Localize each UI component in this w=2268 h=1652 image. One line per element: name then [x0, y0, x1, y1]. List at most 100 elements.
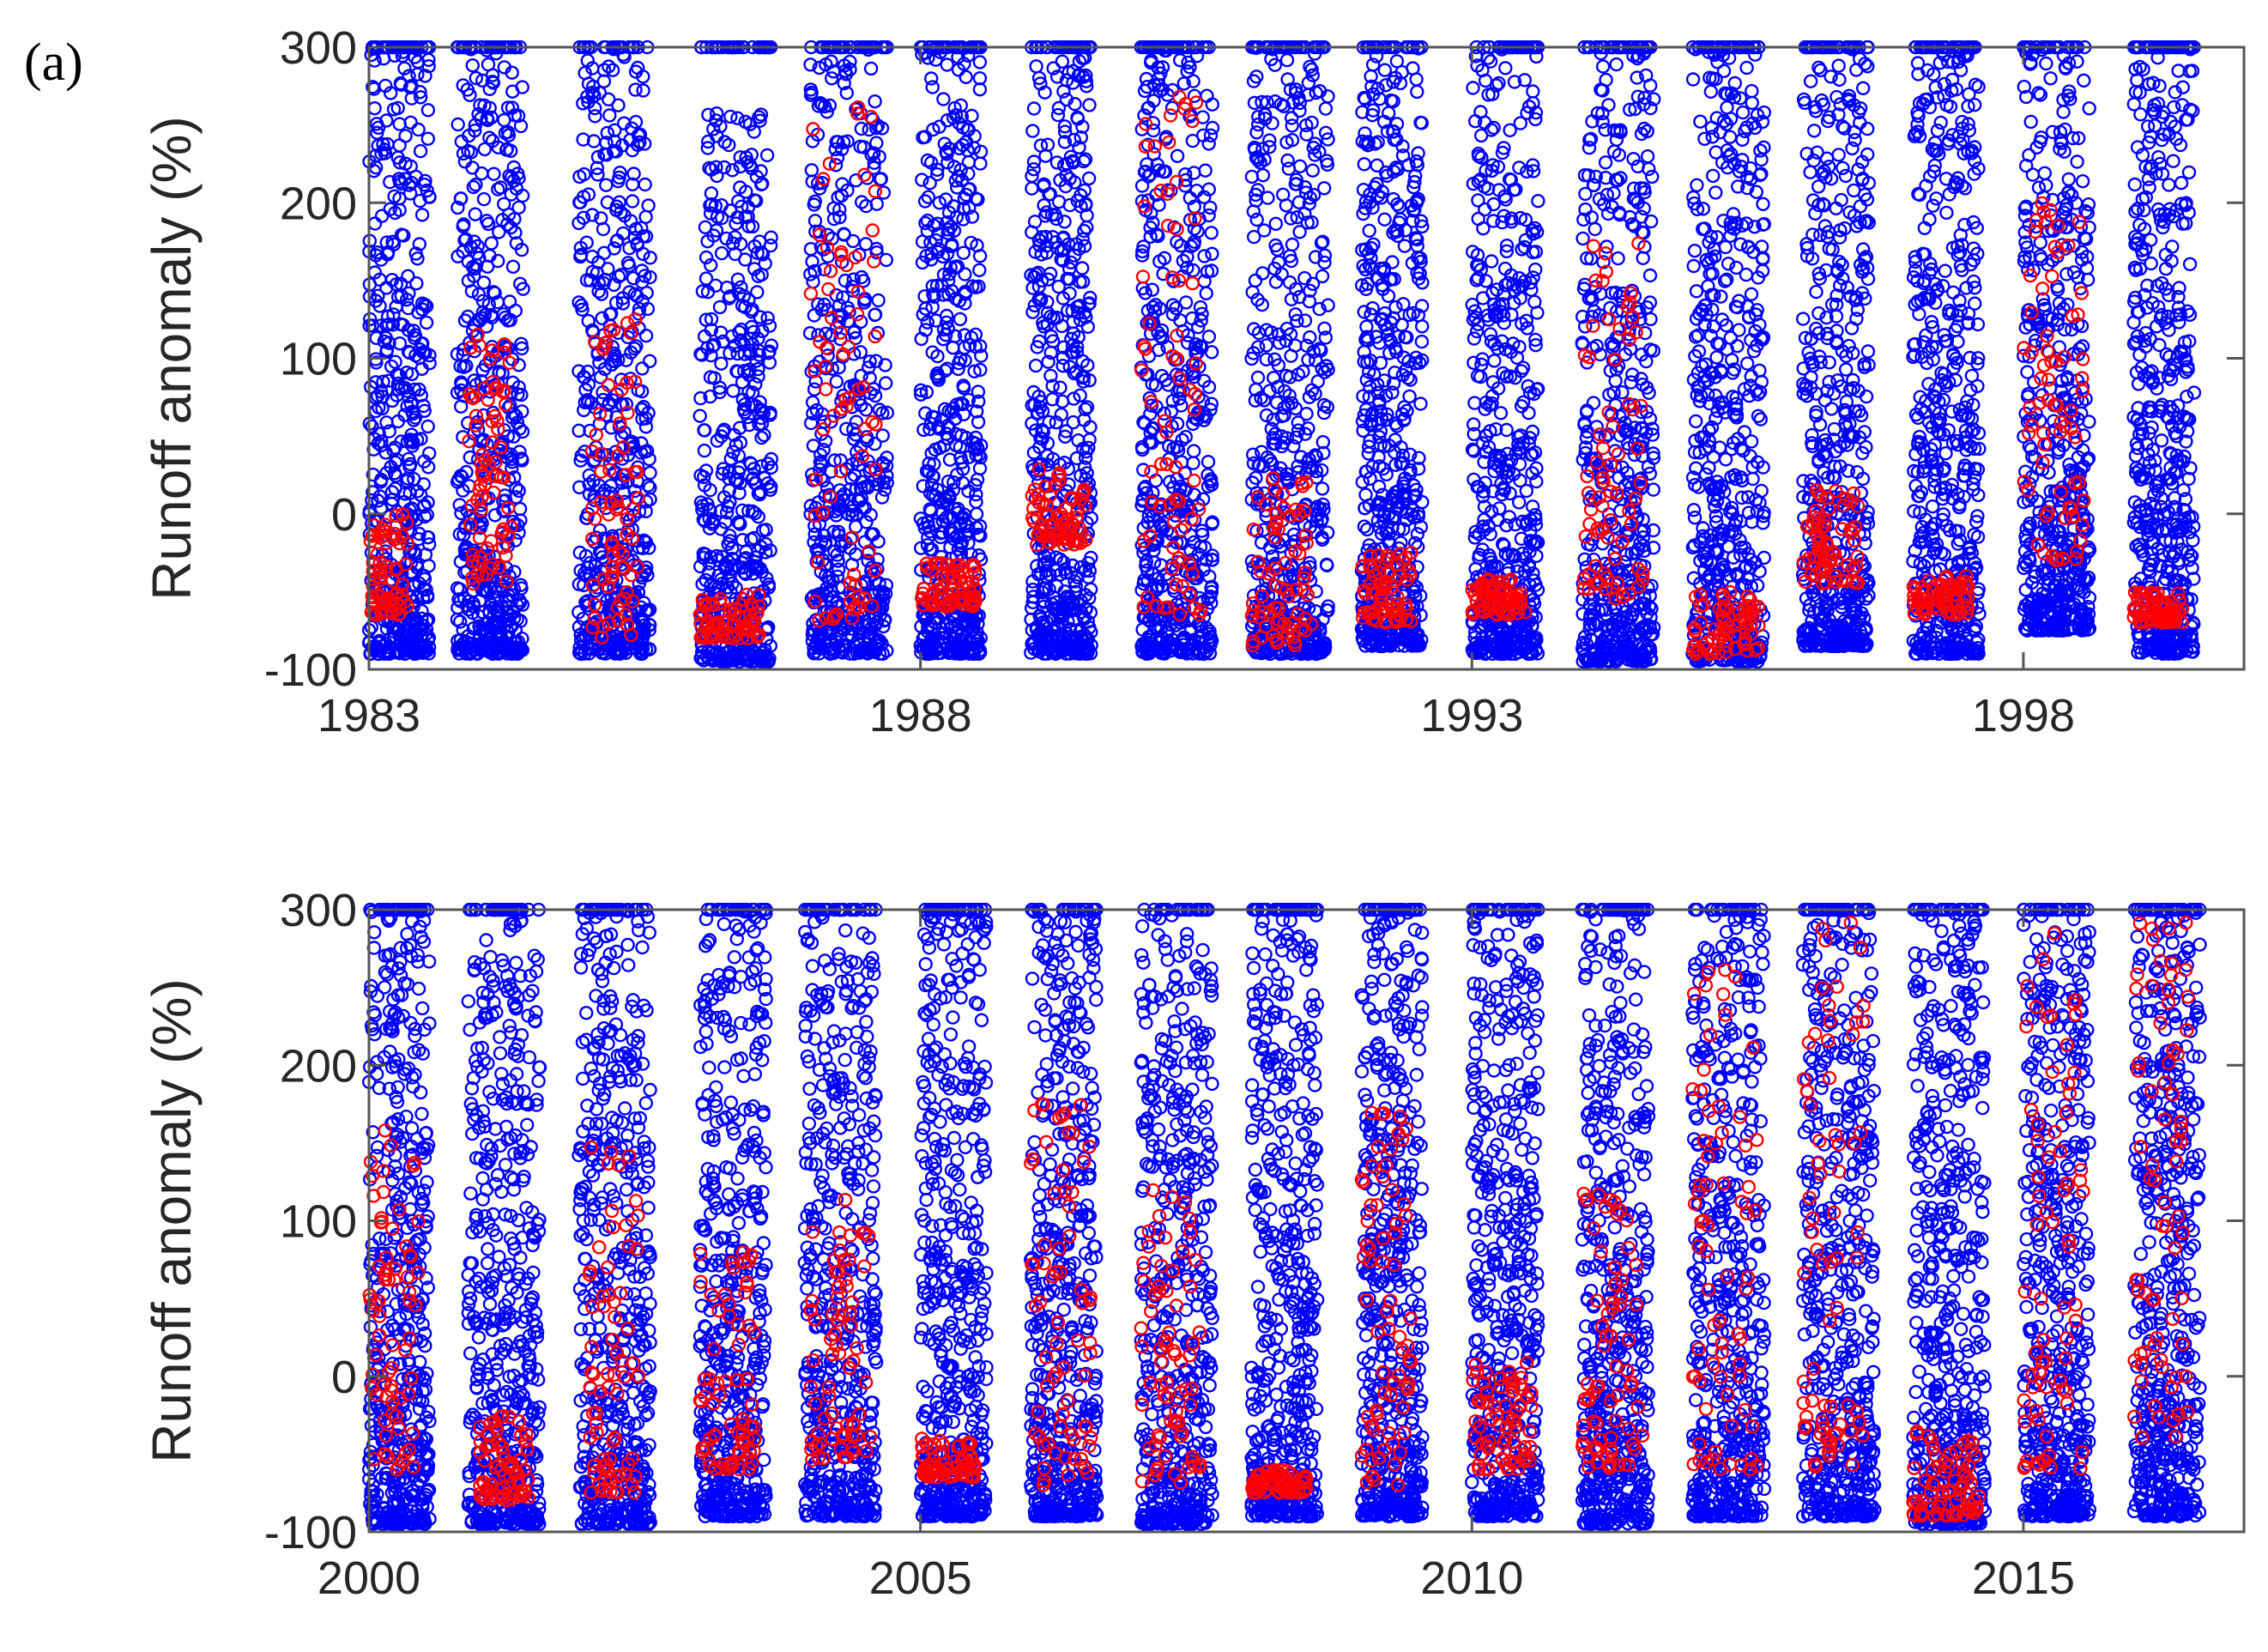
point-blue: [634, 263, 650, 278]
point-blue: [1268, 216, 1284, 231]
point-blue: [602, 92, 616, 107]
point-blue: [578, 646, 592, 661]
point-blue: [723, 651, 737, 666]
point-blue: [487, 166, 501, 181]
point-blue: [635, 645, 650, 660]
point-blue: [878, 376, 893, 390]
point-blue: [1246, 229, 1261, 245]
point-blue: [399, 384, 414, 398]
point-blue: [1377, 212, 1392, 227]
point-blue: [1315, 269, 1330, 284]
point-blue: [643, 251, 657, 265]
point-blue: [422, 190, 437, 204]
point-blue: [876, 185, 892, 200]
point-blue: [837, 487, 852, 501]
point-blue: [509, 481, 523, 495]
point-blue: [451, 200, 465, 215]
point-blue: [600, 125, 614, 141]
point-blue: [913, 383, 928, 397]
point-blue: [581, 187, 596, 202]
point-blue: [1292, 159, 1308, 174]
point-blue: [816, 473, 831, 487]
point-blue: [513, 118, 529, 134]
point-blue: [497, 112, 511, 128]
point-blue: [467, 373, 481, 388]
point-blue: [1259, 338, 1274, 353]
point-blue: [602, 318, 617, 333]
point-blue: [643, 354, 657, 368]
point-blue: [696, 546, 711, 561]
point-blue: [1038, 148, 1053, 163]
point-blue: [628, 82, 643, 97]
point-blue: [383, 202, 397, 216]
point-blue: [622, 258, 637, 273]
point-blue: [840, 183, 855, 198]
point-blue: [591, 643, 606, 657]
point-blue: [635, 361, 650, 376]
point-blue: [420, 529, 435, 545]
point-blue: [420, 495, 435, 510]
point-blue: [588, 109, 602, 124]
point-blue: [499, 646, 514, 661]
point-blue: [1170, 148, 1185, 164]
point-blue: [1081, 171, 1097, 186]
point-blue: [475, 293, 491, 308]
point-blue: [378, 445, 393, 460]
point-blue: [634, 568, 649, 583]
point-blue: [453, 594, 468, 608]
point-blue: [811, 328, 826, 342]
point-blue: [704, 257, 718, 273]
point-blue: [869, 634, 884, 649]
point-blue: [732, 421, 747, 435]
point-blue: [956, 245, 971, 260]
point-blue: [807, 308, 821, 323]
point-blue: [505, 84, 520, 99]
point-blue: [1025, 225, 1039, 239]
point-blue: [494, 631, 509, 646]
point-blue: [491, 182, 505, 197]
point-blue: [398, 129, 413, 143]
point-blue: [599, 178, 614, 192]
point-blue: [747, 124, 761, 139]
point-blue: [1201, 455, 1216, 469]
point-blue: [750, 285, 765, 300]
point-blue: [572, 215, 586, 231]
point-blue: [397, 644, 412, 658]
point-blue: [745, 504, 760, 519]
point-blue: [704, 312, 719, 327]
point-blue: [753, 410, 769, 426]
point-blue: [407, 382, 422, 397]
point-blue: [1055, 54, 1070, 69]
point-blue: [412, 237, 426, 251]
point-blue: [453, 614, 468, 629]
point-blue: [463, 239, 478, 255]
point-blue: [961, 154, 977, 170]
point-blue: [971, 394, 986, 408]
point-blue: [855, 500, 870, 515]
point-blue: [385, 234, 400, 249]
point-blue: [572, 620, 587, 634]
point-blue: [741, 219, 756, 233]
point-blue: [1389, 54, 1405, 69]
point-blue: [614, 205, 628, 220]
point-blue: [754, 177, 769, 192]
point-blue: [732, 324, 747, 340]
point-blue: [1315, 481, 1330, 496]
point-blue: [753, 107, 769, 122]
point-blue: [759, 148, 775, 163]
point-blue: [374, 209, 390, 223]
point-blue: [695, 577, 710, 591]
point-blue: [704, 323, 719, 337]
point-blue: [585, 85, 600, 100]
point-blue: [716, 424, 730, 439]
point-blue: [695, 284, 711, 299]
point-blue: [713, 325, 729, 340]
point-blue: [916, 422, 931, 438]
point-blue: [965, 108, 979, 124]
point-blue: [504, 220, 518, 235]
point-blue: [507, 470, 522, 485]
point-blue: [608, 354, 623, 369]
point-blue: [611, 269, 626, 284]
point-blue: [461, 254, 475, 269]
point-blue: [830, 548, 844, 562]
